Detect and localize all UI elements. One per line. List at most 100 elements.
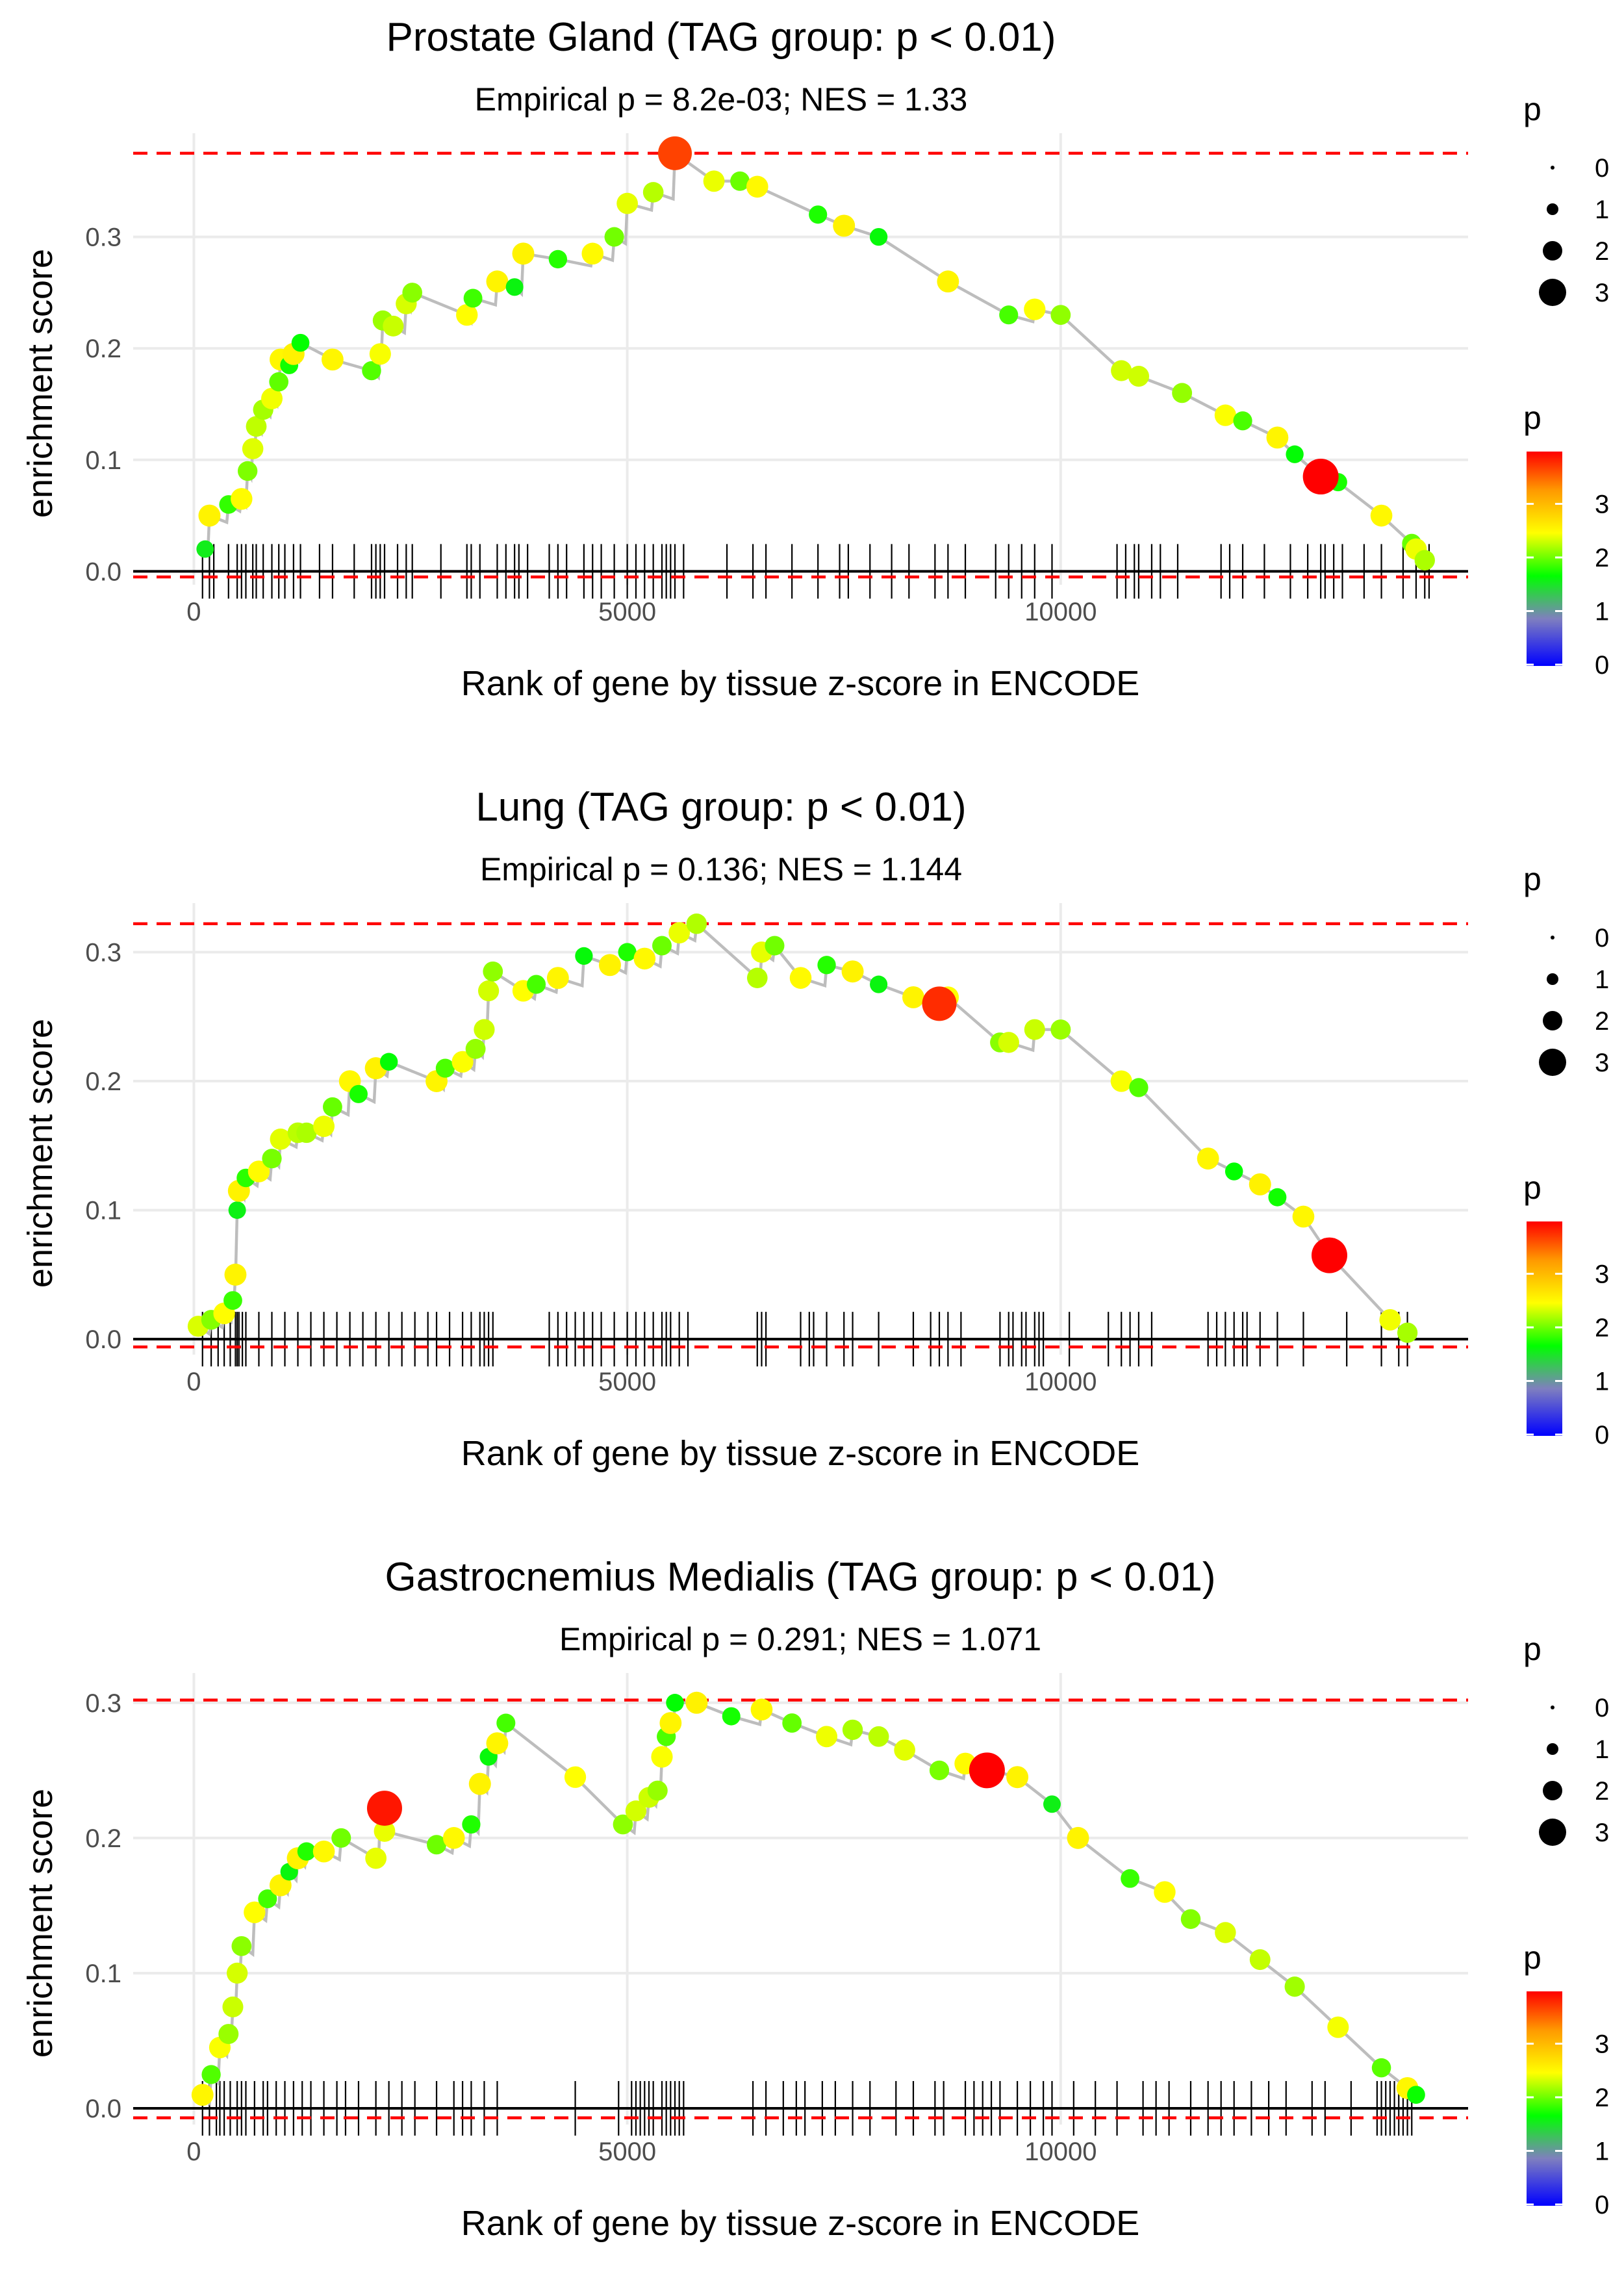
data-point xyxy=(1370,504,1393,527)
data-point xyxy=(598,954,621,977)
plot-area: 0.0 0.1 0.2 0.3 0 5000 10000 xyxy=(85,133,1468,626)
data-point xyxy=(1067,1826,1089,1849)
data-point xyxy=(1292,1205,1315,1228)
size-legend-label: 1 xyxy=(1595,196,1609,224)
size-legend-label: 0 xyxy=(1595,924,1609,952)
data-point xyxy=(625,1800,647,1822)
data-point xyxy=(313,1116,335,1137)
data-point xyxy=(297,1842,316,1861)
data-point xyxy=(296,1122,317,1143)
color-legend-label: 0 xyxy=(1595,651,1609,680)
size-legend-title: p xyxy=(1523,1631,1542,1667)
size-legend-label: 1 xyxy=(1595,1735,1609,1764)
data-point xyxy=(231,488,253,510)
size-legend-label: 2 xyxy=(1595,1777,1609,1806)
x-tick-label: 10000 xyxy=(1024,1368,1097,1396)
data-point xyxy=(816,1726,837,1748)
data-point xyxy=(462,1815,481,1834)
x-axis-label: Rank of gene by tissue z-score in ENCODE xyxy=(461,664,1139,703)
data-point xyxy=(789,967,812,989)
highlight-point xyxy=(366,1791,402,1826)
size-legend-key xyxy=(1547,203,1558,215)
y-axis-label: enrichment score xyxy=(21,249,60,518)
size-legend-label: 3 xyxy=(1595,1049,1609,1077)
chart-subtitle: Empirical p = 0.136; NES = 1.144 xyxy=(480,851,962,888)
data-point xyxy=(1215,1922,1236,1943)
y-tick-label: 0.3 xyxy=(85,224,121,252)
data-point xyxy=(269,372,289,392)
plot-area: 0.0 0.1 0.2 0.3 0 5000 10000 xyxy=(85,903,1468,1396)
data-point xyxy=(651,1746,673,1768)
data-point xyxy=(686,913,707,934)
color-legend-title: p xyxy=(1523,1939,1542,1976)
data-point xyxy=(633,947,656,970)
data-point xyxy=(668,922,691,944)
data-point xyxy=(616,192,638,214)
data-point xyxy=(581,242,604,265)
data-point xyxy=(782,1713,802,1733)
data-point xyxy=(809,205,828,224)
data-point xyxy=(223,1291,242,1310)
size-legend-label: 0 xyxy=(1595,154,1609,183)
data-point xyxy=(685,1691,708,1714)
data-point xyxy=(247,1160,270,1182)
data-point xyxy=(246,416,267,437)
color-legend-label: 3 xyxy=(1595,2030,1609,2059)
highlight-point xyxy=(1311,1237,1347,1273)
data-point xyxy=(242,438,264,459)
data-point xyxy=(1407,2086,1425,2104)
plot-area: 0.0 0.1 0.2 0.3 0 5000 10000 xyxy=(85,1673,1468,2166)
color-legend-title: p xyxy=(1523,1169,1542,1206)
x-tick-label: 0 xyxy=(186,598,201,626)
data-point xyxy=(435,1058,455,1078)
data-point xyxy=(1121,1869,1139,1888)
data-point xyxy=(842,1719,863,1741)
data-point xyxy=(191,2084,214,2106)
y-tick-label: 0.2 xyxy=(85,335,121,363)
highlight-point xyxy=(969,1752,1005,1789)
y-tick-label: 0.2 xyxy=(85,1824,121,1853)
color-legend-label: 1 xyxy=(1595,2138,1609,2166)
data-point xyxy=(374,1820,396,1842)
x-tick-label: 10000 xyxy=(1024,2138,1097,2166)
data-point xyxy=(652,936,672,956)
size-legend-key xyxy=(1551,936,1554,939)
chart-subtitle: Empirical p = 8.2e-03; NES = 1.33 xyxy=(475,81,968,118)
running-score-line xyxy=(201,1701,1417,2107)
size-legend-key xyxy=(1539,279,1566,306)
data-point xyxy=(456,304,478,326)
data-point xyxy=(666,1694,684,1712)
data-point xyxy=(902,986,924,1008)
size-legend-label: 0 xyxy=(1595,1694,1609,1722)
data-point xyxy=(224,1263,247,1286)
data-point xyxy=(505,278,524,296)
data-point xyxy=(1397,1322,1418,1343)
y-tick-label: 0.0 xyxy=(85,2095,121,2123)
color-legend-label: 0 xyxy=(1595,1421,1609,1450)
y-tick-label: 0.1 xyxy=(85,1960,121,1988)
data-point xyxy=(1286,445,1304,463)
data-point xyxy=(1379,1309,1401,1331)
data-point xyxy=(730,171,750,191)
size-legend-key xyxy=(1539,1819,1566,1846)
data-point xyxy=(362,361,381,381)
data-point xyxy=(477,980,500,1002)
data-point xyxy=(258,1889,277,1908)
data-point xyxy=(486,1732,509,1755)
data-point xyxy=(703,170,725,192)
data-point xyxy=(659,1712,682,1734)
y-tick-label: 0.2 xyxy=(85,1067,121,1096)
color-legend-label: 2 xyxy=(1595,1314,1609,1342)
data-point xyxy=(526,975,546,994)
panel-gastrocnemius-medialis: Gastrocnemius Medialis (TAG group: p < 0… xyxy=(21,1555,1609,2243)
data-point xyxy=(291,333,310,352)
data-point xyxy=(369,343,391,365)
data-point xyxy=(1268,1188,1287,1207)
x-axis-label: Rank of gene by tissue z-score in ENCODE xyxy=(461,1434,1139,1473)
color-gradient-bar xyxy=(1527,1991,1562,2206)
size-legend-label: 3 xyxy=(1595,1819,1609,1847)
size-legend-key xyxy=(1551,166,1554,170)
y-axis-label: enrichment score xyxy=(21,1019,60,1288)
data-point xyxy=(746,175,768,198)
highlight-point xyxy=(658,136,692,170)
